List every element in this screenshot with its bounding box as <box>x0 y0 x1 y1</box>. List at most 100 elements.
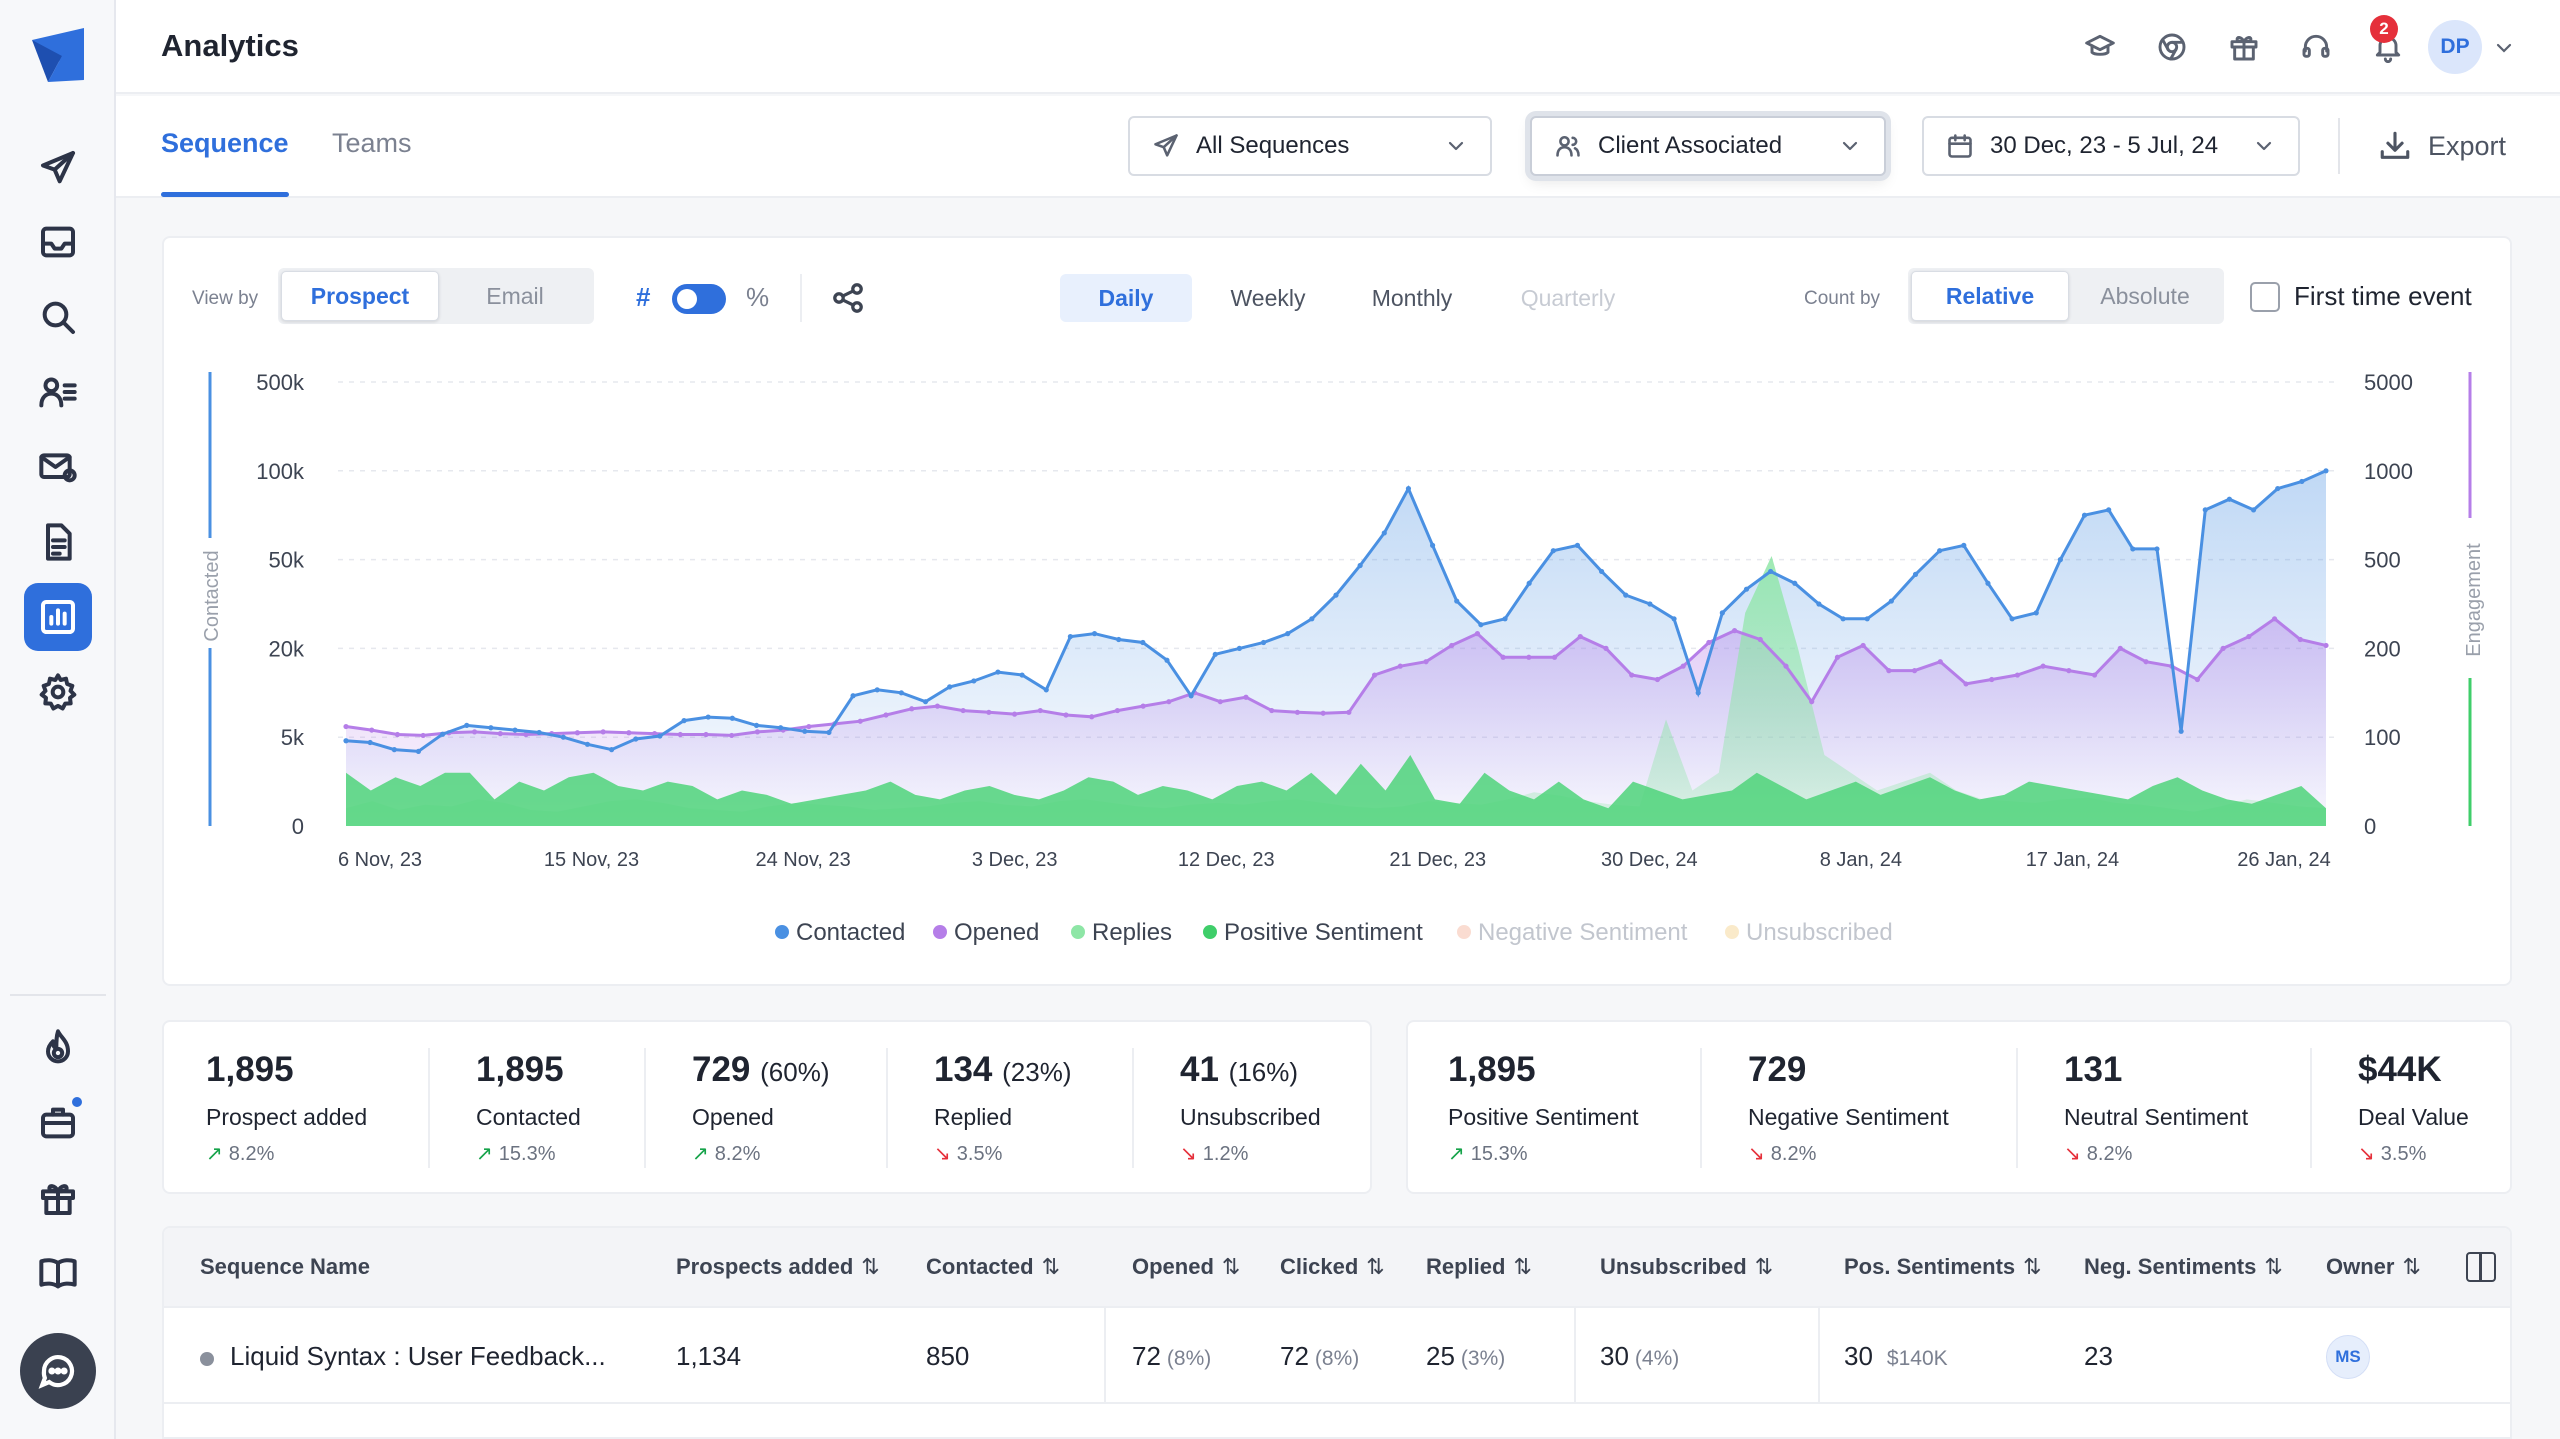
th-sequence-name[interactable]: Sequence Name <box>200 1254 370 1280</box>
stat-change: ↗ 15.3% <box>476 1141 581 1166</box>
stat-change: ↘ 8.2% <box>1748 1141 1949 1166</box>
th-contacted[interactable]: Contacted ⇅ <box>926 1254 1060 1280</box>
nav-briefcase-icon[interactable] <box>24 1089 92 1157</box>
columns-settings-icon[interactable] <box>2466 1252 2496 1282</box>
active-tab-indicator <box>161 192 289 197</box>
count-percent-toggle[interactable] <box>672 284 726 314</box>
app-logo[interactable] <box>28 26 88 86</box>
view-prospect-button[interactable]: Prospect <box>281 271 439 321</box>
opened-point <box>2323 642 2329 649</box>
y-right-tick-label: 1000 <box>2364 459 2413 484</box>
contacted-point <box>488 725 494 731</box>
opened-point <box>754 729 761 735</box>
contacted-point <box>1429 542 1436 548</box>
nav-gift-icon[interactable] <box>24 1164 92 1232</box>
client-associated-dropdown[interactable]: Client Associated <box>1530 116 1886 176</box>
cell-opened: 72 (8%) <box>1132 1341 1211 1372</box>
contacted-point <box>1164 657 1170 663</box>
th-unsubscribed[interactable]: Unsubscribed ⇅ <box>1600 1254 1773 1280</box>
stat-value: 729 (60%) <box>692 1050 830 1090</box>
cell-value: 30 <box>1600 1341 1629 1371</box>
contacted-point <box>1816 601 1822 607</box>
owner-avatar[interactable]: MS <box>2326 1335 2370 1379</box>
download-icon <box>2380 131 2410 159</box>
chevron-down-icon[interactable] <box>2492 36 2516 60</box>
top-bar: Analytics 2 DP <box>116 0 2560 94</box>
contacted-point <box>1743 586 1750 592</box>
period-monthly-button[interactable]: Monthly <box>1371 284 1453 311</box>
nav-inbox-icon[interactable] <box>24 208 92 276</box>
contacted-point <box>1574 542 1581 548</box>
view-by-label: View by <box>192 288 259 309</box>
nav-templates-icon[interactable] <box>24 508 92 576</box>
stat-value: 1,895 <box>206 1050 367 1090</box>
stat-label: Unsubscribed <box>1180 1104 1321 1130</box>
opened-point <box>2220 645 2226 651</box>
cell-neg-sentiments: 23 <box>2084 1341 2113 1371</box>
stat-value: 1,895 <box>476 1050 581 1090</box>
legend-marker <box>1725 925 1739 939</box>
count-absolute-button[interactable]: Absolute <box>2100 282 2190 309</box>
support-headset-icon[interactable] <box>2296 27 2336 67</box>
stat-number: 729 <box>692 1050 751 1089</box>
sequences-dropdown[interactable]: All Sequences <box>1128 116 1492 176</box>
period-daily-button[interactable]: Daily <box>1060 274 1192 322</box>
cell-sequence-name[interactable]: Liquid Syntax : User Feedback... <box>230 1341 606 1371</box>
th-clicked[interactable]: Clicked ⇅ <box>1280 1254 1385 1280</box>
cell-deal-value: $140K <box>1886 1347 1948 1370</box>
opened-point <box>2271 616 2278 622</box>
contacted-point <box>2250 507 2257 513</box>
stat-number: 131 <box>2064 1050 2123 1089</box>
chrome-extension-icon[interactable] <box>2152 27 2192 67</box>
view-email-button[interactable]: Email <box>486 282 544 309</box>
th-replied[interactable]: Replied ⇅ <box>1426 1254 1532 1280</box>
nav-docs-book-icon[interactable] <box>24 1239 92 1307</box>
opened-point <box>1011 711 1018 717</box>
th-prospects-added[interactable]: Prospects added ⇅ <box>676 1254 880 1280</box>
academy-graduation-cap-icon[interactable] <box>2080 27 2120 67</box>
y-right-tick-label: 100 <box>2364 725 2401 750</box>
stat-change-value: 8.2% <box>228 1143 275 1165</box>
share-icon[interactable] <box>830 280 866 316</box>
nav-sequences-send-icon[interactable] <box>24 134 92 202</box>
nav-whats-new-flame-icon[interactable] <box>24 1014 92 1082</box>
nav-email-settings-icon[interactable] <box>24 433 92 501</box>
th-pos-sentiments[interactable]: Pos. Sentiments ⇅ <box>1844 1254 2042 1280</box>
x-tick-label: 3 Dec, 23 <box>972 849 1058 871</box>
opened-point <box>960 707 966 714</box>
contacted-point <box>971 678 977 684</box>
th-opened[interactable]: Opened ⇅ <box>1132 1254 1240 1280</box>
tab-teams[interactable]: Teams <box>332 128 412 158</box>
stat-label: Negative Sentiment <box>1748 1104 1949 1130</box>
stat-value: 1,895 <box>1448 1050 1638 1090</box>
gift-icon[interactable] <box>2224 27 2264 67</box>
user-avatar[interactable]: DP <box>2428 20 2482 74</box>
th-neg-sentiments[interactable]: Neg. Sentiments ⇅ <box>2084 1254 2283 1280</box>
opened-point <box>2143 659 2149 665</box>
first-time-event-checkbox[interactable] <box>2250 282 2280 312</box>
nav-settings-gear-icon[interactable] <box>24 658 92 726</box>
nav-search-icon[interactable] <box>24 283 92 351</box>
stat-value: 41 (16%) <box>1180 1050 1321 1090</box>
nav-prospects-icon[interactable] <box>24 358 92 426</box>
opened-point <box>1294 709 1301 715</box>
contacted-point <box>1719 610 1725 616</box>
date-range-dropdown[interactable]: 30 Dec, 23 - 5 Jul, 24 <box>1922 116 2300 176</box>
support-chat-icon[interactable] <box>20 1333 96 1409</box>
count-relative-button[interactable]: Relative <box>1911 271 2069 321</box>
y-left-tick-label: 50k <box>269 548 305 573</box>
stat-value: 131 <box>2064 1050 2248 1090</box>
table-row[interactable]: Liquid Syntax : User Feedback... 1,134 8… <box>164 1308 2510 1404</box>
tab-sequence[interactable]: Sequence <box>161 128 289 158</box>
divider <box>1132 1048 1134 1168</box>
nav-analytics-icon[interactable] <box>24 583 92 651</box>
divider <box>2016 1048 2018 1168</box>
th-owner[interactable]: Owner ⇅ <box>2326 1254 2421 1280</box>
x-tick-label: 21 Dec, 23 <box>1389 849 1486 871</box>
opened-point <box>703 731 709 738</box>
legend-marker <box>775 925 789 939</box>
period-weekly-button[interactable]: Weekly <box>1230 284 1306 311</box>
sequences-table: Sequence Name Prospects added ⇅ Contacted… <box>162 1226 2512 1439</box>
export-button[interactable]: Export <box>2378 126 2506 166</box>
contacted-point <box>1550 548 1556 554</box>
